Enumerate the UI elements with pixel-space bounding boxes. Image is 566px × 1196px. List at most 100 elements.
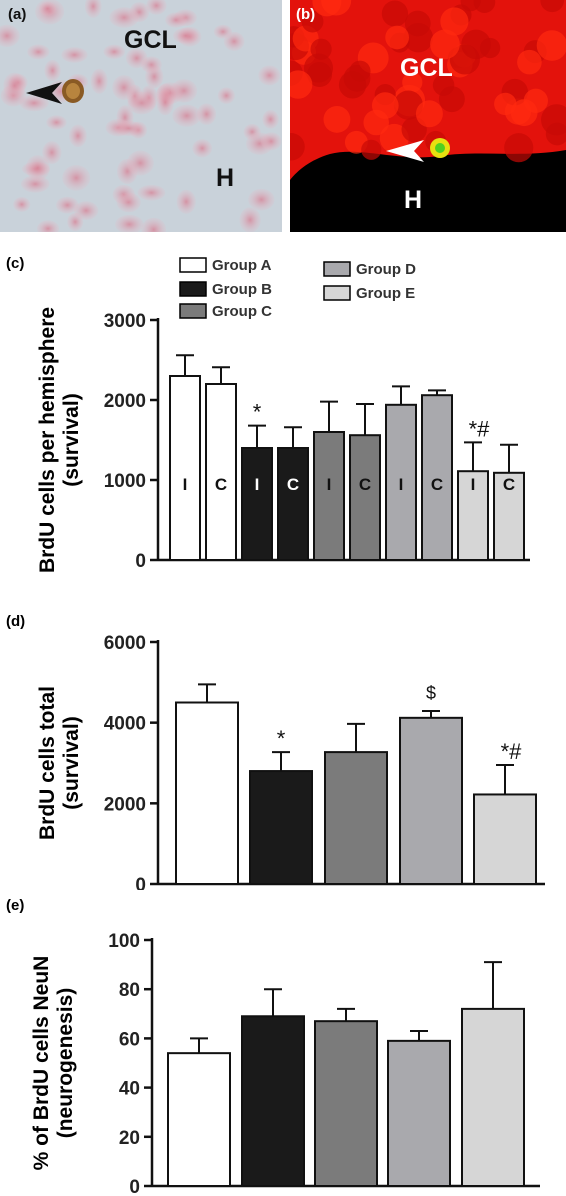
tissue-nucleus <box>127 91 156 115</box>
tissue-nucleus <box>114 120 143 137</box>
tissue-nucleus <box>140 56 162 74</box>
plot-c: BrdU cells per hemisphere (survival) 0 1000… <box>36 307 530 573</box>
granule-cell <box>415 100 443 128</box>
tissue-nucleus <box>25 155 50 181</box>
bar <box>175 701 239 885</box>
gcl-label-b: GCL <box>400 54 453 82</box>
bar <box>205 383 237 561</box>
legend-label: Group A <box>212 257 272 274</box>
tissue-nucleus <box>27 44 50 60</box>
tissue-nucleus <box>46 115 67 130</box>
bar-category-label: C <box>503 475 515 494</box>
bar <box>421 394 453 561</box>
granule-cell <box>303 53 334 83</box>
granule-cell <box>461 29 491 60</box>
tissue-nucleus <box>90 68 108 94</box>
panel-label-a: (a) <box>8 6 27 23</box>
y-axis-title: BrdU cells total <box>36 686 59 840</box>
granule-cell <box>349 60 371 82</box>
tissue-nucleus <box>258 65 281 86</box>
bar <box>241 1015 305 1187</box>
tissue-nucleus <box>36 220 60 232</box>
y-axis-subtitle: (survival) <box>60 716 83 809</box>
y-axis-title: % of BrdU cells NeuN <box>30 956 53 1171</box>
tissue-nucleus <box>42 141 62 164</box>
granule-cell <box>523 88 548 113</box>
tissue-nucleus <box>56 196 79 214</box>
h-label-a: H <box>216 164 235 192</box>
tissue-nucleus <box>239 207 261 232</box>
bar <box>461 1007 525 1187</box>
bar <box>167 1052 231 1187</box>
panel-label-b: (b) <box>296 6 316 23</box>
tissue-nucleus <box>196 103 217 125</box>
panel-label-c: (c) <box>6 255 24 272</box>
granule-cell <box>290 70 313 99</box>
tissue-nucleus <box>172 104 202 127</box>
granule-cell <box>393 90 423 120</box>
micrograph-a: (a) GCL H <box>0 0 282 232</box>
tissue-nucleus <box>156 89 174 116</box>
granule-cell <box>379 123 409 153</box>
tissue-nucleus <box>61 47 88 63</box>
granule-cell <box>438 86 465 113</box>
legend-swatch <box>179 281 207 297</box>
tissue-nucleus <box>173 27 199 44</box>
y-tick-label: 0 <box>135 875 146 890</box>
bar <box>241 447 273 561</box>
legend-swatch <box>323 285 351 301</box>
tissue-nucleus <box>19 94 49 112</box>
tissue-nucleus <box>137 184 166 201</box>
tissue-nucleus <box>170 79 198 103</box>
bar <box>249 770 313 885</box>
significance-marker: * <box>253 400 262 425</box>
bar <box>399 716 463 886</box>
granule-cell <box>381 0 409 27</box>
y-axis-title: BrdU cells per hemisphere <box>36 307 59 573</box>
granule-cell <box>312 0 342 17</box>
granule-cell <box>540 0 565 13</box>
bar-category-label: C <box>215 475 227 494</box>
tissue-nucleus <box>44 59 61 82</box>
granule-cell <box>403 23 434 53</box>
granule-cell <box>290 133 305 161</box>
gcl-label-a: GCL <box>124 26 177 54</box>
bar-category-label: I <box>471 475 476 494</box>
granule-cell <box>494 92 517 116</box>
granule-cell <box>430 29 460 60</box>
bar-category-label: C <box>287 475 299 494</box>
y-tick-label: 40 <box>119 1079 140 1100</box>
tissue-nucleus <box>109 7 139 28</box>
tissue-nucleus <box>3 72 26 99</box>
tissue-nucleus <box>260 132 282 151</box>
bar <box>314 1020 378 1187</box>
significance-marker: *# <box>501 739 523 764</box>
bar <box>457 470 489 561</box>
granule-cell <box>385 25 409 50</box>
granule-cell <box>440 7 469 36</box>
bar <box>385 403 417 561</box>
chart-e: (e) % of BrdU cells NeuN (neurogenesis) 0 2… <box>6 897 540 1196</box>
granule-cell <box>536 30 566 61</box>
legend-swatch <box>179 303 207 319</box>
micrograph-a-tissue <box>0 0 282 232</box>
bar-category-label: C <box>431 475 443 494</box>
tissue-nucleus <box>13 196 31 212</box>
bar-category-label: I <box>399 475 404 494</box>
legend-label: Group C <box>212 303 272 320</box>
panel-label-e: (e) <box>6 897 24 914</box>
tissue-nucleus <box>176 189 196 214</box>
panel-label-d: (d) <box>6 613 25 630</box>
tissue-nucleus <box>165 12 187 28</box>
plot-d: BrdU cells total (survival) 0 2000 4000 6000 *… <box>36 633 545 890</box>
granule-cell <box>361 139 382 160</box>
y-tick-label: 0 <box>135 551 146 572</box>
granule-cell <box>517 49 542 75</box>
tissue-nucleus <box>146 0 167 15</box>
granule-cell <box>504 133 534 163</box>
tissue-nucleus <box>0 24 20 48</box>
tissue-nucleus <box>38 1 57 16</box>
legend-label: Group E <box>356 285 415 302</box>
tissue-nucleus <box>69 124 87 148</box>
